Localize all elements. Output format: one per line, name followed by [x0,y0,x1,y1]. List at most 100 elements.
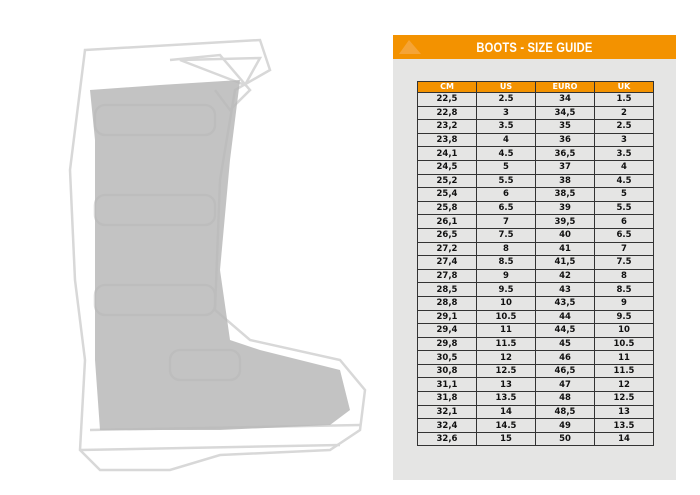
table-cell: 45 [535,336,595,352]
table-cell: 23,8 [417,132,477,148]
column-header: UK [594,81,654,93]
table-cell: 10.5 [594,336,654,352]
table-row: 27,8 9 42 8 [417,268,654,284]
table-row: 29,1 10.5 44 9.5 [417,309,654,325]
page-title: BOOTS - SIZE GUIDE [476,39,593,55]
table-cell: 36,5 [535,146,595,161]
table-cell: 3 [594,132,654,148]
table-cell: 9 [476,268,536,284]
table-cell: 50 [535,431,595,447]
table-cell: 4 [594,159,654,175]
table-cell: 12 [476,350,536,365]
table-cell: 5.5 [594,200,654,216]
table-row: 29,4 11 44,5 10 [417,323,654,338]
table-cell: 43 [535,282,595,297]
table-cell: 30,5 [417,350,477,365]
table-row: 31,8 13.5 48 12.5 [417,391,654,406]
table-row: 25,4 6 38,5 5 [417,187,654,202]
table-cell: 8.5 [594,282,654,297]
table-row: 32,6 15 50 14 [417,431,654,447]
table-row: 22,8 3 34,5 2 [417,105,654,121]
table-cell: 27,2 [417,241,477,257]
table-cell: 4.5 [476,146,536,161]
table-cell: 14.5 [476,418,536,433]
table-cell: 12 [594,377,654,393]
table-cell: 13 [476,377,536,393]
table-cell: 5 [594,187,654,202]
table-cell: 3.5 [476,119,536,134]
table-row: 25,2 5.5 38 4.5 [417,173,654,189]
table-cell: 6 [594,214,654,229]
table-cell: 48 [535,391,595,406]
table-cell: 13.5 [476,391,536,406]
table-row: 31,1 13 47 12 [417,377,654,393]
table-cell: 8.5 [476,255,536,270]
size-guide-panel: BOOTS - SIZE GUIDE CM US EURO UK 22,5 2.5 34 1… [393,35,676,480]
table-cell: 24,1 [417,146,477,161]
table-cell: 6.5 [476,200,536,216]
table-cell: 13.5 [594,418,654,433]
table-cell: 10 [594,323,654,338]
column-header: US [476,81,536,93]
table-cell: 42 [535,268,595,284]
table-cell: 27,4 [417,255,477,270]
table-cell: 29,4 [417,323,477,338]
table-cell: 41 [535,241,595,257]
table-cell: 40 [535,227,595,243]
table-cell: 25,8 [417,200,477,216]
column-header: CM [417,81,477,93]
table-cell: 11 [476,323,536,338]
table-cell: 26,1 [417,214,477,229]
table-cell: 6 [476,187,536,202]
table-row: 32,4 14.5 49 13.5 [417,418,654,433]
table-row: 24,5 5 37 4 [417,159,654,175]
table-cell: 23,2 [417,119,477,134]
table-cell: 27,8 [417,268,477,284]
table-cell: 11.5 [476,336,536,352]
table-cell: 9 [594,295,654,311]
table-cell: 35 [535,119,595,134]
size-guide-header: BOOTS - SIZE GUIDE [393,35,676,59]
brand-logo-icon [399,40,421,54]
table-cell: 29,8 [417,336,477,352]
table-row: 23,8 4 36 3 [417,132,654,148]
table-cell: 28,8 [417,295,477,311]
table-cell: 13 [594,404,654,420]
table-row: 28,5 9.5 43 8.5 [417,282,654,297]
table-cell: 32,6 [417,431,477,447]
table-cell: 7.5 [594,255,654,270]
table-row: 23,2 3.5 35 2.5 [417,119,654,134]
table-cell: 3 [476,105,536,121]
table-row: 30,8 12.5 46,5 11.5 [417,363,654,379]
table-cell: 8 [476,241,536,257]
table-cell: 39,5 [535,214,595,229]
table-cell: 29,1 [417,309,477,325]
table-cell: 46 [535,350,595,365]
table-cell: 3.5 [594,146,654,161]
table-cell: 22,5 [417,92,477,107]
table-row: 26,1 7 39,5 6 [417,214,654,229]
table-cell: 41,5 [535,255,595,270]
table-cell: 47 [535,377,595,393]
table-cell: 34 [535,92,595,107]
table-cell: 14 [594,431,654,447]
table-cell: 1.5 [594,92,654,107]
table-cell: 10 [476,295,536,311]
table-cell: 14 [476,404,536,420]
table-row: 29,8 11.5 45 10.5 [417,336,654,352]
table-cell: 11 [594,350,654,365]
table-row: 24,1 4.5 36,5 3.5 [417,146,654,161]
table-cell: 7.5 [476,227,536,243]
table-row: 25,8 6.5 39 5.5 [417,200,654,216]
boot-illustration [68,38,367,472]
table-cell: 7 [476,214,536,229]
table-cell: 12.5 [476,363,536,379]
table-cell: 49 [535,418,595,433]
column-header: EURO [535,81,595,93]
table-cell: 34,5 [535,105,595,121]
table-cell: 4.5 [594,173,654,189]
table-cell: 11.5 [594,363,654,379]
table-cell: 31,1 [417,377,477,393]
table-cell: 7 [594,241,654,257]
table-cell: 24,5 [417,159,477,175]
